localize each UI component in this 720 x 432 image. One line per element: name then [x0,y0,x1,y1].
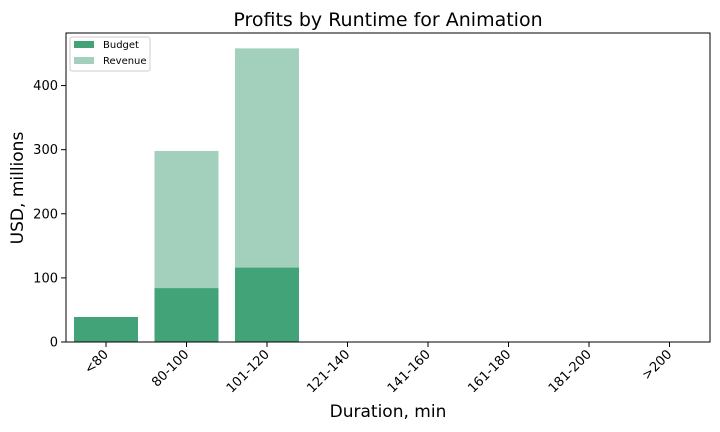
y-tick-label-2: 200 [33,207,58,222]
legend-swatch-revenue [74,57,94,64]
x-axis-label: Duration, min [330,402,447,422]
y-axis-label: USD, millions [8,132,28,245]
y-tick-label-1: 100 [33,271,58,286]
axes [65,32,711,343]
y-tick-label-0: 0 [50,336,58,351]
y-ticks: 0 100 200 300 400 [33,79,66,351]
legend-swatch-budget [74,41,94,48]
bar-budget-1 [154,288,219,342]
legend-label-budget: Budget [103,40,139,51]
y-tick-label-3: 300 [33,143,58,158]
legend-label-revenue: Revenue [103,56,147,67]
chart-title: Profits by Runtime for Animation [233,9,542,31]
y-tick-label-4: 400 [33,79,58,94]
plot-frame [65,32,711,343]
bar-budget-2 [235,267,299,342]
bar-budget-0 [74,316,138,342]
legend: Budget Revenue [69,36,151,72]
bars [74,48,299,342]
